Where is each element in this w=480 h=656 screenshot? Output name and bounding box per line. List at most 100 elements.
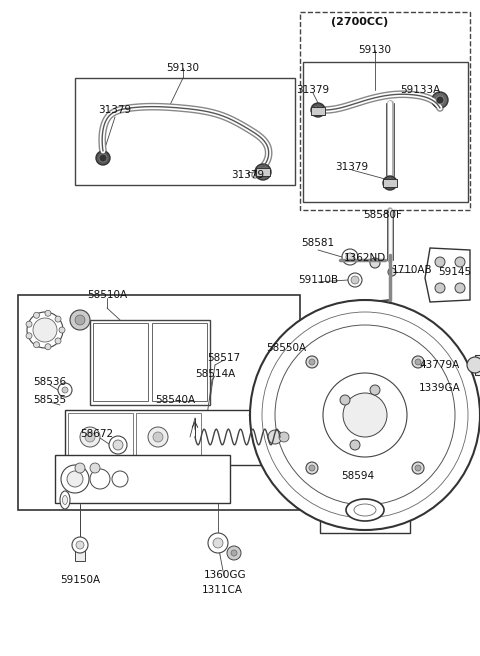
Circle shape xyxy=(370,258,380,268)
Circle shape xyxy=(90,469,110,489)
Bar xyxy=(75,545,85,561)
Circle shape xyxy=(109,436,127,454)
Circle shape xyxy=(96,151,110,165)
Circle shape xyxy=(45,344,51,350)
Circle shape xyxy=(250,300,480,530)
Text: 58672: 58672 xyxy=(81,429,114,439)
Text: 1360GG: 1360GG xyxy=(204,570,246,580)
Text: 58517: 58517 xyxy=(207,353,240,363)
Text: (2700CC): (2700CC) xyxy=(331,17,389,27)
Circle shape xyxy=(279,432,289,442)
Bar xyxy=(18,295,300,510)
Circle shape xyxy=(58,383,72,397)
Circle shape xyxy=(90,463,100,473)
Circle shape xyxy=(34,312,39,318)
Circle shape xyxy=(61,465,89,493)
Text: 31379: 31379 xyxy=(336,162,369,172)
Circle shape xyxy=(76,541,84,549)
Circle shape xyxy=(26,333,32,338)
Text: 58550A: 58550A xyxy=(266,343,306,353)
Circle shape xyxy=(340,395,350,405)
Text: 1362ND: 1362ND xyxy=(344,253,386,263)
Text: 31379: 31379 xyxy=(297,85,330,95)
Text: 58594: 58594 xyxy=(341,471,374,481)
Ellipse shape xyxy=(346,499,384,521)
Circle shape xyxy=(112,471,128,487)
Text: 58580F: 58580F xyxy=(363,210,402,220)
Text: 58540A: 58540A xyxy=(155,395,195,405)
Ellipse shape xyxy=(354,504,376,516)
Circle shape xyxy=(55,316,61,322)
Circle shape xyxy=(350,440,360,450)
Text: 58510A: 58510A xyxy=(87,290,127,300)
Bar xyxy=(152,323,207,401)
Circle shape xyxy=(346,253,354,261)
Circle shape xyxy=(75,463,85,473)
Circle shape xyxy=(99,154,107,162)
Circle shape xyxy=(153,432,163,442)
Circle shape xyxy=(26,321,32,327)
Bar xyxy=(68,413,133,462)
Circle shape xyxy=(231,550,237,556)
Text: 31379: 31379 xyxy=(231,170,264,180)
Circle shape xyxy=(67,471,83,487)
Bar xyxy=(75,78,295,185)
Circle shape xyxy=(208,533,228,553)
Circle shape xyxy=(85,432,95,442)
Circle shape xyxy=(213,538,223,548)
Text: 59130: 59130 xyxy=(359,45,392,55)
Circle shape xyxy=(383,176,397,190)
Bar xyxy=(256,168,270,176)
Bar xyxy=(320,468,410,533)
Circle shape xyxy=(75,315,85,325)
Bar xyxy=(303,62,468,202)
Text: 59145: 59145 xyxy=(438,267,471,277)
Bar xyxy=(136,413,201,462)
Text: 58535: 58535 xyxy=(34,395,67,405)
Circle shape xyxy=(467,357,480,373)
Circle shape xyxy=(436,96,444,104)
Circle shape xyxy=(348,273,362,287)
Circle shape xyxy=(34,342,39,348)
Text: 58536: 58536 xyxy=(34,377,67,387)
Text: 59133A: 59133A xyxy=(400,85,440,95)
Text: 31379: 31379 xyxy=(98,105,132,115)
Circle shape xyxy=(255,164,271,180)
Circle shape xyxy=(370,385,380,395)
Bar xyxy=(383,179,397,187)
Circle shape xyxy=(309,359,315,365)
Ellipse shape xyxy=(60,491,70,509)
Circle shape xyxy=(113,440,123,450)
Circle shape xyxy=(72,537,88,553)
Circle shape xyxy=(388,268,396,276)
Circle shape xyxy=(351,276,359,284)
Circle shape xyxy=(314,106,322,114)
Circle shape xyxy=(455,257,465,267)
Circle shape xyxy=(306,356,318,368)
Circle shape xyxy=(227,546,241,560)
Text: 59150A: 59150A xyxy=(60,575,100,585)
Circle shape xyxy=(412,462,424,474)
Bar xyxy=(93,323,148,401)
Circle shape xyxy=(412,356,424,368)
Circle shape xyxy=(415,359,421,365)
Bar xyxy=(278,428,290,446)
Circle shape xyxy=(306,462,318,474)
Text: 1710AB: 1710AB xyxy=(392,265,432,275)
Circle shape xyxy=(435,283,445,293)
Polygon shape xyxy=(425,248,470,302)
Bar xyxy=(300,12,470,210)
Circle shape xyxy=(55,338,61,344)
Bar xyxy=(475,355,480,375)
Text: 1339GA: 1339GA xyxy=(419,383,461,393)
Circle shape xyxy=(432,92,448,108)
Circle shape xyxy=(342,249,358,265)
Text: 58514A: 58514A xyxy=(195,369,235,379)
Circle shape xyxy=(311,103,325,117)
Circle shape xyxy=(268,430,282,444)
Circle shape xyxy=(259,168,267,176)
Circle shape xyxy=(70,310,90,330)
Circle shape xyxy=(323,373,407,457)
Circle shape xyxy=(62,387,68,393)
Circle shape xyxy=(415,465,421,471)
